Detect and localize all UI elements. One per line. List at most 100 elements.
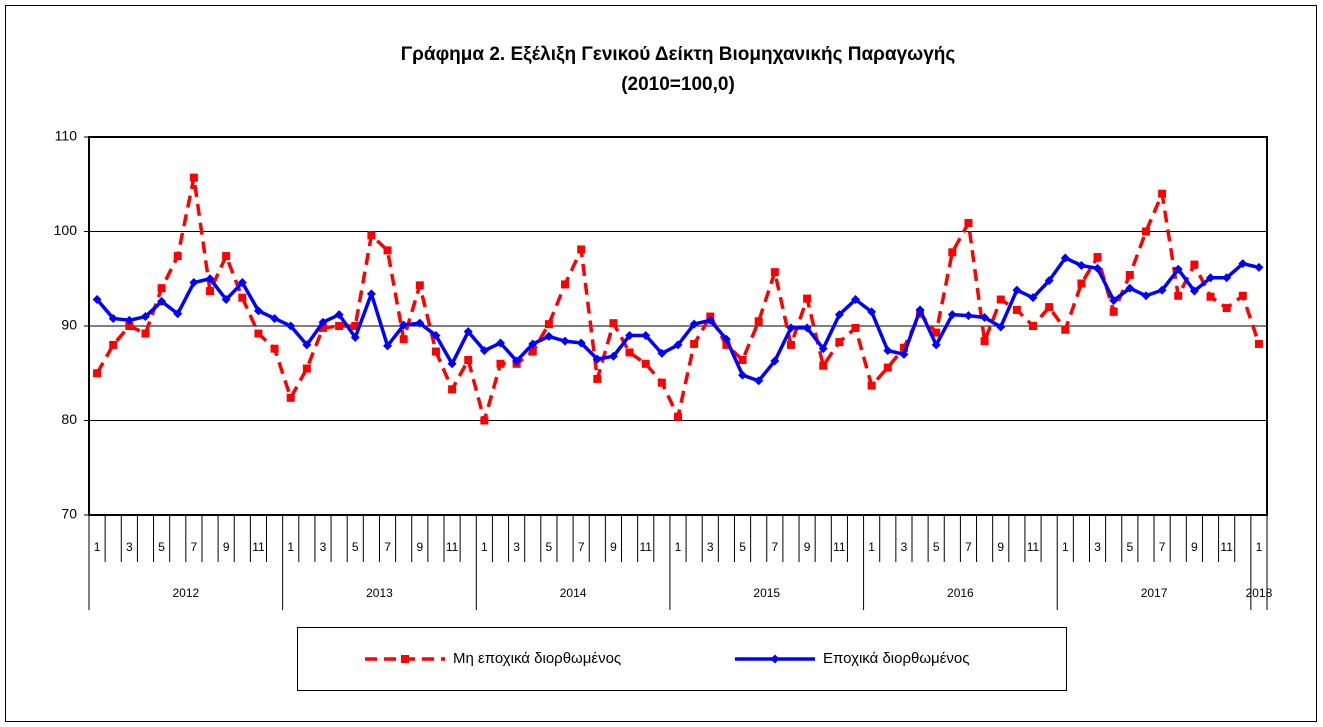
point <box>238 293 247 302</box>
point <box>592 354 602 364</box>
point <box>818 344 828 354</box>
point <box>996 322 1006 332</box>
x-tick-label: 7 <box>384 540 391 554</box>
point <box>754 317 763 326</box>
point <box>996 295 1005 304</box>
point <box>593 374 602 383</box>
point <box>1141 291 1151 301</box>
point <box>689 319 699 329</box>
point <box>1060 253 1070 263</box>
point <box>189 278 199 288</box>
x-tick-label: 3 <box>901 540 908 554</box>
point <box>657 348 667 358</box>
point <box>641 330 651 340</box>
point <box>803 294 812 303</box>
x-tick-label: 11 <box>1220 540 1233 554</box>
point <box>851 295 861 305</box>
point <box>528 339 538 349</box>
x-tick-label: 7 <box>771 540 778 554</box>
point <box>834 310 844 320</box>
point <box>835 338 844 347</box>
point <box>1093 263 1103 273</box>
point <box>350 332 360 342</box>
point <box>802 323 812 333</box>
point <box>1206 292 1215 301</box>
x-tick-label: 5 <box>352 540 359 554</box>
point <box>1222 304 1231 313</box>
chart-subtitle: (2010=100,0) <box>621 74 735 95</box>
legend-marker <box>770 654 780 664</box>
point <box>609 319 618 328</box>
legend-label: Μη εποχικά διορθωμένος <box>453 650 621 667</box>
point <box>286 321 296 331</box>
point <box>722 340 731 349</box>
x-tick-label: 7 <box>965 540 972 554</box>
point <box>705 315 715 325</box>
point <box>1045 303 1054 312</box>
point <box>1012 285 1022 295</box>
point <box>625 348 634 357</box>
point <box>1206 273 1216 283</box>
point <box>286 393 295 402</box>
point <box>464 356 473 365</box>
point <box>770 356 780 366</box>
x-tick-label: 9 <box>1191 540 1198 554</box>
point <box>1109 295 1119 305</box>
point <box>1254 262 1264 272</box>
point <box>721 334 731 344</box>
y-tick-label: 100 <box>54 222 78 238</box>
point <box>1093 253 1102 262</box>
point <box>205 274 215 284</box>
point <box>351 322 360 330</box>
point <box>415 318 425 328</box>
plot-frame <box>88 136 1268 516</box>
point <box>173 252 182 261</box>
point <box>318 323 327 332</box>
point <box>1222 273 1232 283</box>
point <box>108 313 118 323</box>
year-label: 2013 <box>366 586 393 600</box>
point <box>173 309 183 319</box>
point <box>335 322 344 330</box>
x-tick-label: 11 <box>639 540 652 554</box>
point <box>383 246 392 255</box>
point <box>1077 279 1086 288</box>
x-tick-label: 5 <box>158 540 165 554</box>
x-tick-label: 7 <box>1159 540 1166 554</box>
point <box>302 340 312 350</box>
point <box>415 281 424 290</box>
x-tick-label: 1 <box>1256 540 1263 554</box>
year-label: 2015 <box>753 586 780 600</box>
point <box>480 416 489 425</box>
point <box>92 295 102 305</box>
year-label: 2017 <box>1141 586 1168 600</box>
x-tick-label: 5 <box>933 540 940 554</box>
point <box>544 331 554 341</box>
point <box>770 268 779 277</box>
x-tick-label: 1 <box>675 540 682 554</box>
point <box>1028 293 1038 303</box>
point <box>399 335 408 344</box>
point <box>1238 291 1247 300</box>
x-tick-label: 3 <box>707 540 714 554</box>
x-tick-label: 9 <box>610 540 617 554</box>
point <box>270 344 279 353</box>
point <box>141 329 150 338</box>
point <box>867 381 876 390</box>
point <box>867 307 877 317</box>
legend-label: Εποχικά διορθωμένος <box>823 650 969 667</box>
x-tick-label: 5 <box>1126 540 1133 554</box>
x-tick-label: 1 <box>868 540 875 554</box>
point <box>1012 305 1021 314</box>
point <box>237 278 247 288</box>
point <box>738 356 747 365</box>
point <box>1125 270 1134 279</box>
point <box>1061 325 1070 334</box>
point <box>318 317 328 327</box>
point <box>254 329 263 338</box>
point <box>738 370 748 380</box>
point <box>980 337 989 346</box>
point <box>157 284 166 293</box>
point <box>576 338 586 348</box>
